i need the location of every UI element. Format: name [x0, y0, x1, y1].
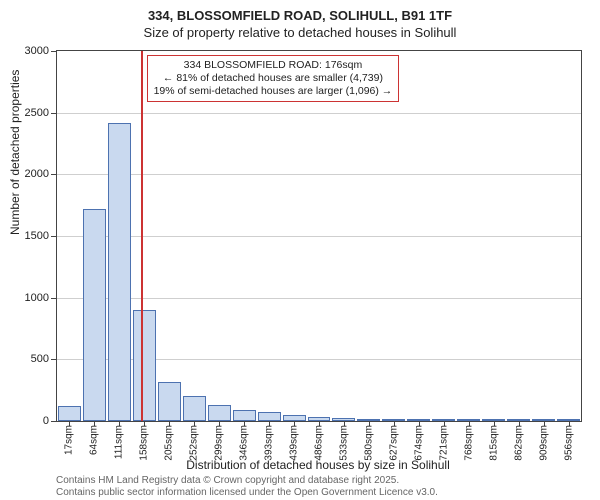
annotation-line: 334 BLOSSOMFIELD ROAD: 176sqm [154, 59, 393, 72]
x-tick-label: 815sqm [488, 425, 499, 461]
x-tick-label: 346sqm [239, 425, 250, 461]
y-tick-label: 1500 [25, 230, 49, 242]
y-tick [51, 236, 57, 237]
histogram-bar [158, 382, 181, 421]
title-subtitle: Size of property relative to detached ho… [0, 25, 600, 42]
x-tick-label: 721sqm [438, 425, 449, 461]
marker-line [141, 51, 143, 421]
y-tick [51, 359, 57, 360]
footer-line-1: Contains HM Land Registry data © Crown c… [56, 475, 399, 487]
histogram-bar [183, 396, 206, 421]
x-tick-label: 486sqm [314, 425, 325, 461]
y-axis-title: Number of detached properties [8, 70, 22, 235]
x-tick-label: 768sqm [463, 425, 474, 461]
footer-line-2: Contains public sector information licen… [56, 487, 438, 499]
y-tick-label: 2000 [25, 168, 49, 180]
y-tick-label: 1000 [25, 292, 49, 304]
x-tick-label: 17sqm [64, 425, 75, 455]
y-tick [51, 298, 57, 299]
annotation-line: 19% of semi-detached houses are larger (… [154, 85, 393, 98]
y-tick-label: 0 [43, 415, 49, 427]
y-tick-label: 3000 [25, 45, 49, 57]
y-tick-label: 2500 [25, 107, 49, 119]
annotation-box: 334 BLOSSOMFIELD ROAD: 176sqm← 81% of de… [147, 55, 400, 102]
histogram-bar [108, 123, 131, 421]
histogram-bar [58, 406, 81, 421]
gridline [57, 236, 581, 237]
x-tick-label: 299sqm [214, 425, 225, 461]
y-tick [51, 421, 57, 422]
x-tick-label: 64sqm [89, 425, 100, 455]
x-tick-label: 956sqm [563, 425, 574, 461]
x-tick-label: 393sqm [264, 425, 275, 461]
x-tick-label: 205sqm [164, 425, 175, 461]
plot-area: 05001000150020002500300017sqm64sqm111sqm… [56, 50, 582, 422]
y-tick [51, 174, 57, 175]
x-axis-title: Distribution of detached houses by size … [56, 458, 580, 472]
x-tick-label: 533sqm [338, 425, 349, 461]
annotation-line: ← 81% of detached houses are smaller (4,… [154, 72, 393, 85]
histogram-bar [258, 412, 281, 421]
y-tick-label: 500 [31, 353, 49, 365]
x-tick-label: 252sqm [189, 425, 200, 461]
x-tick-label: 580sqm [363, 425, 374, 461]
x-tick-label: 111sqm [114, 425, 125, 459]
histogram-bar [83, 209, 106, 421]
y-tick [51, 51, 57, 52]
x-tick-label: 627sqm [388, 425, 399, 461]
x-tick-label: 862sqm [513, 425, 524, 461]
title-address: 334, BLOSSOMFIELD ROAD, SOLIHULL, B91 1T… [0, 8, 600, 25]
histogram-bar [233, 410, 256, 421]
histogram-bar [208, 405, 231, 421]
histogram-bar [133, 310, 156, 421]
y-tick [51, 113, 57, 114]
x-tick-label: 909sqm [538, 425, 549, 461]
gridline [57, 113, 581, 114]
gridline [57, 298, 581, 299]
x-tick-label: 439sqm [289, 425, 300, 461]
x-tick-label: 674sqm [413, 425, 424, 461]
x-tick-label: 158sqm [139, 425, 150, 461]
gridline [57, 174, 581, 175]
chart-title: 334, BLOSSOMFIELD ROAD, SOLIHULL, B91 1T… [0, 0, 600, 42]
